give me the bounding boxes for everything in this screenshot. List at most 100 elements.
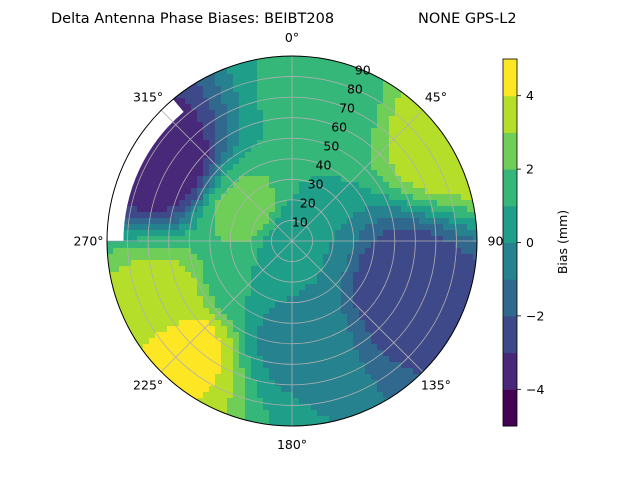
contour-cell bbox=[311, 152, 318, 159]
contour-cell bbox=[245, 326, 252, 333]
contour-cell bbox=[407, 344, 414, 351]
contour-cell bbox=[413, 206, 420, 213]
contour-cell bbox=[233, 254, 240, 261]
contour-cell bbox=[467, 278, 474, 285]
contour-cell bbox=[269, 74, 276, 81]
contour-cell bbox=[143, 218, 150, 225]
contour-cell bbox=[311, 248, 318, 255]
contour-cell bbox=[251, 110, 258, 117]
contour-cell bbox=[179, 380, 186, 387]
contour-cell bbox=[449, 314, 456, 321]
contour-cell bbox=[251, 356, 258, 363]
contour-cell bbox=[323, 320, 330, 327]
contour-cell bbox=[143, 332, 150, 339]
contour-cell bbox=[455, 176, 462, 183]
contour-cell bbox=[305, 98, 312, 105]
contour-cell bbox=[245, 140, 252, 147]
contour-cell bbox=[443, 194, 450, 201]
contour-cell bbox=[413, 290, 420, 297]
contour-cell bbox=[335, 254, 342, 261]
contour-cell bbox=[107, 188, 114, 195]
contour-cell bbox=[359, 218, 366, 225]
contour-cell bbox=[311, 134, 318, 141]
contour-cell bbox=[437, 296, 444, 303]
contour-cell bbox=[173, 164, 180, 171]
contour-cell bbox=[389, 254, 396, 261]
contour-cell bbox=[275, 92, 282, 99]
contour-cell bbox=[269, 398, 276, 405]
contour-cell bbox=[179, 314, 186, 321]
contour-cell bbox=[269, 140, 276, 147]
contour-cell bbox=[383, 404, 390, 411]
contour-cell bbox=[239, 326, 246, 333]
contour-cell bbox=[179, 110, 186, 117]
contour-cell bbox=[341, 254, 348, 261]
contour-cell bbox=[257, 380, 264, 387]
contour-cell bbox=[155, 152, 162, 159]
contour-cell bbox=[443, 290, 450, 297]
contour-cell bbox=[239, 392, 246, 399]
contour-cell bbox=[167, 194, 174, 201]
contour-cell bbox=[137, 212, 144, 219]
contour-cell bbox=[359, 368, 366, 375]
contour-cell bbox=[407, 128, 414, 135]
contour-cell bbox=[437, 326, 444, 333]
contour-cell bbox=[245, 398, 252, 405]
contour-cell bbox=[431, 344, 438, 351]
contour-cell bbox=[359, 230, 366, 237]
contour-cell bbox=[143, 338, 150, 345]
contour-cell bbox=[365, 200, 372, 207]
contour-cell bbox=[209, 368, 216, 375]
contour-cell bbox=[341, 356, 348, 363]
contour-cell bbox=[275, 242, 282, 249]
contour-cell bbox=[143, 182, 150, 189]
contour-cell bbox=[401, 368, 408, 375]
contour-cell bbox=[311, 386, 318, 393]
contour-cell bbox=[329, 110, 336, 117]
contour-cell bbox=[305, 248, 312, 255]
contour-cell bbox=[293, 110, 300, 117]
contour-cell bbox=[113, 290, 120, 297]
contour-cell bbox=[155, 248, 162, 255]
contour-cell bbox=[275, 296, 282, 303]
contour-cell bbox=[191, 254, 198, 261]
contour-cell bbox=[215, 302, 222, 309]
contour-cell bbox=[209, 344, 216, 351]
contour-cell bbox=[149, 350, 156, 357]
contour-cell bbox=[215, 350, 222, 357]
contour-cell bbox=[239, 176, 246, 183]
contour-cell bbox=[287, 374, 294, 381]
contour-cell bbox=[239, 242, 246, 249]
contour-cell bbox=[323, 392, 330, 399]
contour-cell bbox=[341, 362, 348, 369]
contour-cell bbox=[125, 290, 132, 297]
contour-cell bbox=[359, 338, 366, 345]
contour-cell bbox=[245, 362, 252, 369]
contour-cell bbox=[419, 362, 426, 369]
contour-cell bbox=[263, 218, 270, 225]
contour-cell bbox=[299, 212, 306, 219]
contour-cell bbox=[257, 302, 264, 309]
contour-cell bbox=[269, 302, 276, 309]
contour-cell bbox=[209, 164, 216, 171]
contour-cell bbox=[167, 152, 174, 159]
contour-cell bbox=[203, 92, 210, 99]
contour-cell bbox=[263, 128, 270, 135]
contour-cell bbox=[407, 236, 414, 243]
contour-cell bbox=[329, 422, 336, 426]
contour-cell bbox=[371, 128, 378, 135]
contour-cell bbox=[341, 92, 348, 99]
contour-cell bbox=[263, 248, 270, 255]
contour-cell bbox=[275, 332, 282, 339]
contour-cell bbox=[305, 404, 312, 411]
contour-cell bbox=[107, 290, 114, 297]
contour-cell bbox=[305, 122, 312, 129]
contour-cell bbox=[449, 326, 456, 333]
contour-cell bbox=[143, 272, 150, 279]
contour-cell bbox=[257, 290, 264, 297]
contour-cell bbox=[311, 254, 318, 261]
contour-cell bbox=[143, 356, 150, 363]
contour-cell bbox=[371, 344, 378, 351]
contour-cell bbox=[281, 314, 288, 321]
contour-cell bbox=[293, 80, 300, 87]
